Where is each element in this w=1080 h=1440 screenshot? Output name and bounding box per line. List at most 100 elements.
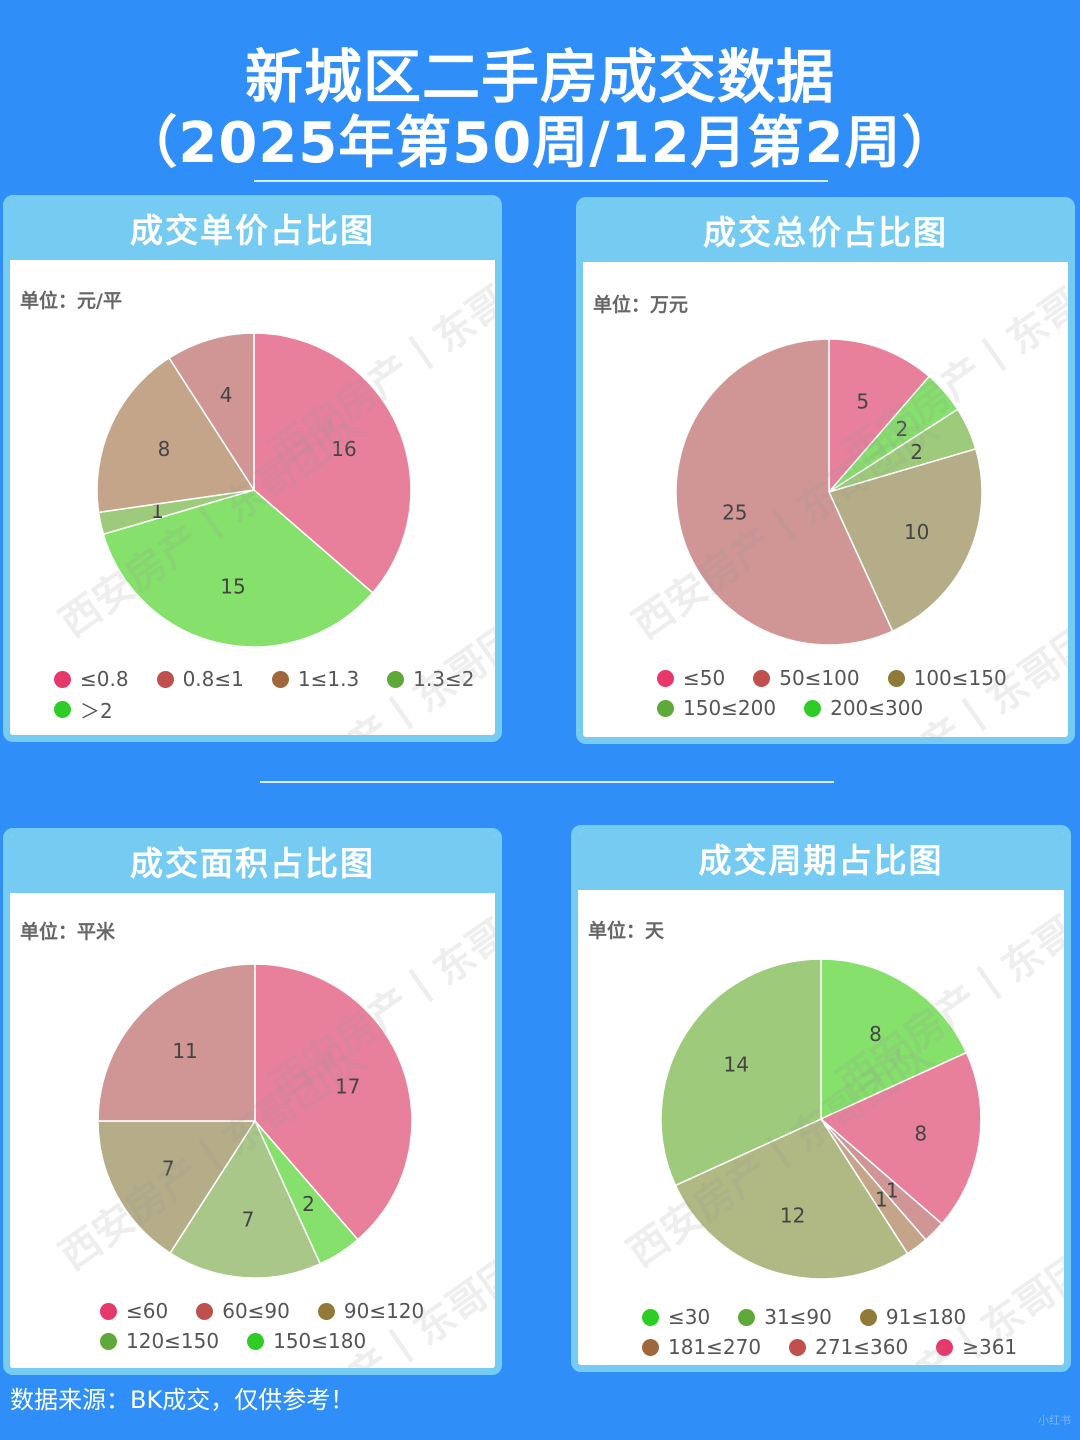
- legend-swatch: [247, 1332, 265, 1350]
- slice-label: 17: [335, 1074, 360, 1098]
- pie-slice: [254, 963, 413, 1241]
- legend-swatch: [317, 1302, 335, 1320]
- pie-chart: 5 22 10 25: [675, 338, 983, 646]
- legend-label: ≤50: [683, 666, 726, 690]
- slice-label: 1: [886, 1178, 899, 1202]
- legend-swatch: [387, 670, 405, 688]
- legend-item: ≥361: [936, 1335, 1017, 1359]
- chart-legend: ≤60 60≤90 90≤120 120≤150 150≤180: [100, 1296, 452, 1356]
- legend-item: 150≤200: [657, 696, 776, 720]
- pie-chart: 17 2 7 7 11: [97, 963, 413, 1279]
- slice-label: 10: [904, 520, 929, 544]
- legend-item: 100≤150: [887, 666, 1007, 690]
- slice-label: 11: [172, 1039, 197, 1063]
- slice-label: 15: [220, 575, 245, 599]
- corner-watermark: 小红书: [1038, 1414, 1071, 1427]
- legend-label: 1.3≤2: [413, 667, 475, 691]
- legend-swatch: [887, 669, 905, 687]
- legend-swatch: [789, 1338, 807, 1356]
- legend-label: 271≤360: [815, 1335, 909, 1359]
- slice-label: 25: [722, 500, 747, 524]
- legend-swatch: [271, 670, 289, 688]
- legend-swatch: [738, 1308, 756, 1326]
- legend-item: 200≤300: [804, 696, 923, 720]
- chart-legend: ≤30 31≤90 91≤180 181≤270 271≤360 ≥361: [642, 1302, 1045, 1362]
- unit-label: 单位：天: [588, 920, 665, 942]
- pie-slice: [819, 1051, 982, 1225]
- pie-slice: [253, 332, 412, 594]
- pie-slice: [97, 963, 256, 1122]
- slice-label: 2: [895, 417, 908, 441]
- legend-swatch: [859, 1308, 877, 1326]
- legend-item: 1.3≤2: [387, 667, 474, 691]
- slice-label: 2: [910, 440, 923, 464]
- legend-swatch: [657, 669, 674, 687]
- legend-item: ≤50: [657, 666, 725, 690]
- legend-swatch: [100, 1302, 117, 1320]
- slice-label: 1: [875, 1188, 888, 1212]
- pie-slice: [97, 1120, 257, 1255]
- legend-label: 91≤180: [885, 1305, 967, 1329]
- legend-item: 31≤90: [738, 1305, 832, 1329]
- legend-label: 50≤100: [779, 666, 860, 690]
- chart-title: 成交单价占比图: [10, 202, 495, 260]
- pie-slice: [675, 338, 894, 646]
- total-price-chart-card: 成交总价占比图 单位：万元 5 2 2 10 25 ≤50 50≤100 100≤150 15…: [576, 197, 1075, 744]
- legend-item: ≤60: [100, 1299, 168, 1323]
- slice-label: 12: [780, 1204, 805, 1228]
- legend-item: 0.8≤1: [156, 667, 244, 691]
- legend-swatch: [196, 1302, 214, 1320]
- legend-label: 181≤270: [668, 1335, 762, 1359]
- legend-label: 150≤180: [273, 1329, 367, 1353]
- legend-label: ≤30: [668, 1305, 711, 1329]
- legend-label: 100≤150: [913, 666, 1007, 690]
- pie-chart: 8 8 11 12 14: [660, 958, 982, 1280]
- chart-legend: ≤50 50≤100 100≤150 150≤200 200≤300: [657, 663, 1035, 723]
- slice-label: 7: [162, 1156, 175, 1180]
- legend-label: ≤60: [126, 1299, 169, 1323]
- slice-label: 4: [220, 383, 233, 407]
- pie-slice: [102, 489, 374, 648]
- legend-label: 0.8≤1: [182, 667, 244, 691]
- pie-slice: [168, 332, 255, 493]
- pie-slice: [827, 447, 983, 633]
- unit-label: 单位：万元: [593, 294, 689, 316]
- legend-label: 31≤90: [764, 1305, 832, 1329]
- slice-label: 2: [302, 1192, 315, 1216]
- legend-swatch: [156, 670, 174, 688]
- unit-price-chart-card: 成交单价占比图 单位：元/平 16 15 1 8 4 ≤0.8 0.8≤1 1≤1.3 1.3…: [3, 195, 502, 742]
- legend-swatch: [642, 1338, 659, 1356]
- legend-swatch: [642, 1308, 659, 1326]
- legend-item: ＞2: [54, 695, 113, 724]
- chart-title: 成交总价占比图: [583, 204, 1068, 262]
- legend-swatch: [753, 669, 771, 687]
- pie-slice: [169, 1119, 322, 1279]
- legend-swatch: [936, 1338, 954, 1356]
- legend-label: 200≤300: [830, 696, 924, 720]
- slice-label: 5: [856, 390, 869, 414]
- legend-swatch: [100, 1332, 117, 1350]
- slice-label: 16: [331, 437, 356, 461]
- legend-label: 90≤120: [343, 1299, 425, 1323]
- cycle-chart-card: 成交周期占比图 单位：天 8 8 1 1 12 14 ≤30 31≤90 91≤180 181≤…: [571, 825, 1071, 1372]
- area-chart-card: 成交面积占比图 单位：平米 17 2 7 7 11 ≤60 60≤90 90≤120 120≤…: [3, 828, 502, 1375]
- chart-title: 成交面积占比图: [10, 835, 495, 893]
- slice-label: 14: [723, 1053, 748, 1077]
- legend-item: ≤0.8: [54, 667, 129, 691]
- unit-label: 单位：元/平: [20, 290, 122, 312]
- legend-swatch: [804, 699, 822, 717]
- legend-item: 50≤100: [753, 666, 860, 690]
- data-source-note: 数据来源：BK成交，仅供参考！: [10, 1386, 355, 1414]
- legend-item: 120≤150: [100, 1329, 219, 1353]
- slice-label: 8: [869, 1022, 882, 1046]
- legend-item: 90≤120: [317, 1299, 425, 1323]
- slice-label: 8: [914, 1121, 927, 1145]
- page-subtitle: （2025年第50周/12月第2周）: [121, 111, 959, 176]
- pie-slice: [660, 958, 822, 1187]
- legend-item: ≤30: [642, 1305, 710, 1329]
- chart-legend: ≤0.8 0.8≤1 1≤1.3 1.3≤2 ＞2: [54, 664, 495, 724]
- unit-label: 单位：平米: [20, 921, 116, 943]
- legend-label: ＞2: [80, 698, 113, 723]
- legend-label: ≥361: [962, 1335, 1018, 1359]
- legend-swatch: [657, 699, 674, 717]
